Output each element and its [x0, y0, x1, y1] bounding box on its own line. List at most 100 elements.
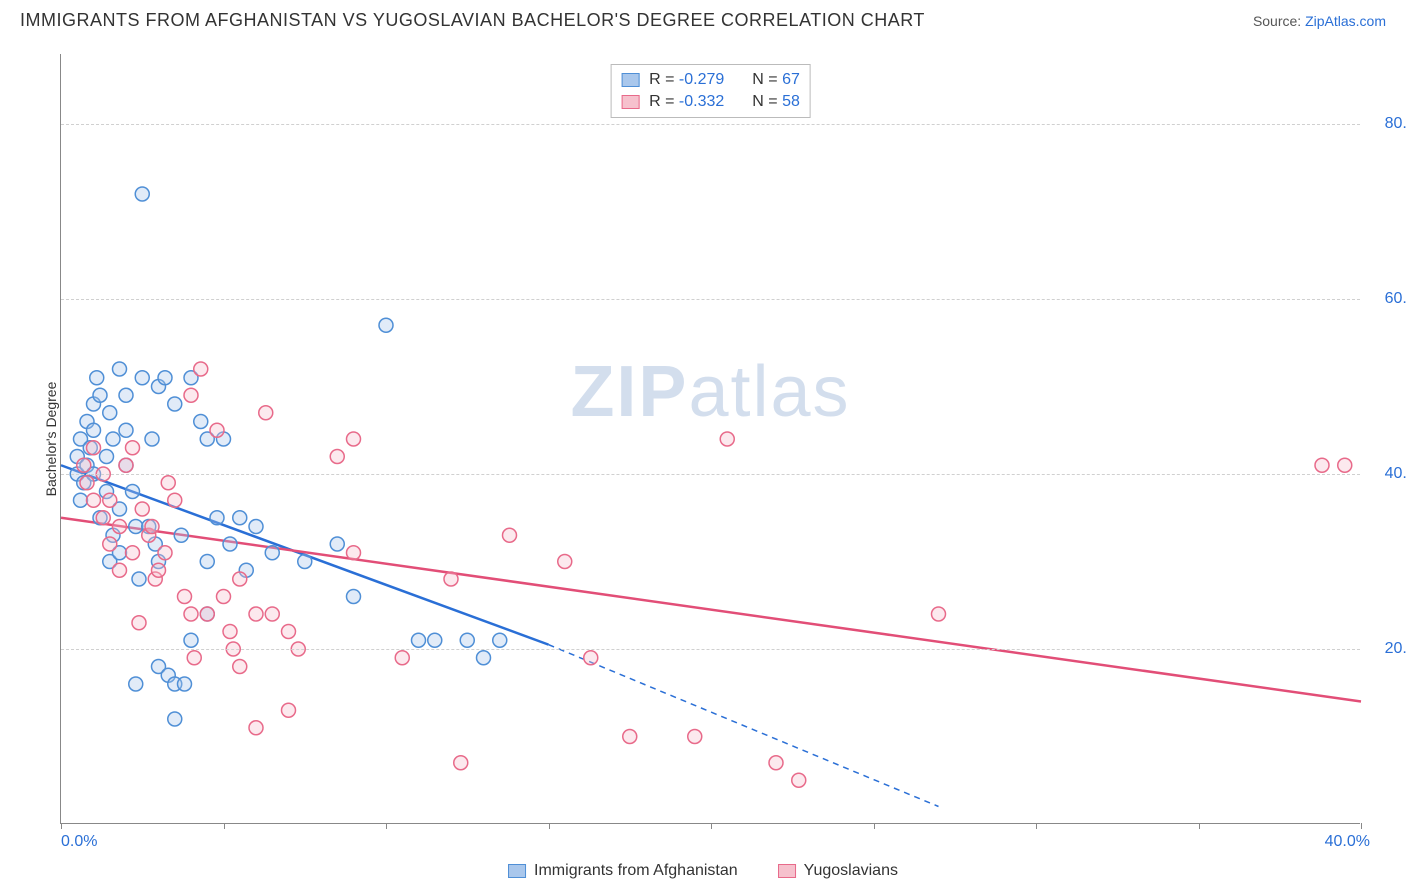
legend-series-label: Yugoslavians — [804, 862, 898, 880]
data-point-series-0 — [194, 415, 208, 429]
data-point-series-1 — [119, 458, 133, 472]
data-point-series-1 — [249, 721, 263, 735]
data-point-series-0 — [330, 537, 344, 551]
legend-stats: R = -0.279N = 67R = -0.332N = 58 — [610, 64, 811, 118]
data-point-series-1 — [200, 607, 214, 621]
data-point-series-0 — [168, 397, 182, 411]
source-link[interactable]: ZipAtlas.com — [1305, 13, 1386, 29]
data-point-series-1 — [126, 441, 140, 455]
x-tick — [61, 823, 62, 829]
data-point-series-0 — [106, 432, 120, 446]
data-point-series-1 — [720, 432, 734, 446]
y-axis-label: Bachelor's Degree — [43, 381, 59, 496]
data-point-series-1 — [80, 476, 94, 490]
data-point-series-0 — [347, 590, 361, 604]
regression-line-ext-0 — [549, 645, 939, 807]
data-point-series-1 — [168, 493, 182, 507]
legend-swatch — [621, 73, 639, 87]
x-tick — [224, 823, 225, 829]
data-point-series-1 — [347, 432, 361, 446]
data-point-series-1 — [259, 406, 273, 420]
legend-swatch — [508, 864, 526, 878]
data-point-series-1 — [265, 607, 279, 621]
data-point-series-1 — [223, 625, 237, 639]
gridline-h — [61, 649, 1360, 650]
legend-series: Immigrants from Afghanistan Yugoslavians — [508, 862, 898, 880]
data-point-series-0 — [100, 450, 114, 464]
data-point-series-0 — [90, 371, 104, 385]
x-tick — [1361, 823, 1362, 829]
data-point-series-0 — [379, 318, 393, 332]
legend-series-item: Immigrants from Afghanistan — [508, 862, 738, 880]
data-point-series-0 — [135, 371, 149, 385]
y-tick-label: 60.0% — [1370, 290, 1406, 308]
chart-container: Bachelor's Degree ZIPatlas R = -0.279N =… — [20, 44, 1386, 884]
data-point-series-0 — [103, 406, 117, 420]
data-point-series-0 — [174, 528, 188, 542]
data-point-series-0 — [233, 511, 247, 525]
data-point-series-0 — [158, 371, 172, 385]
legend-n-label: N = 67 — [752, 69, 800, 91]
data-point-series-1 — [194, 362, 208, 376]
data-point-series-1 — [623, 730, 637, 744]
legend-series-item: Yugoslavians — [778, 862, 898, 880]
chart-title: IMMIGRANTS FROM AFGHANISTAN VS YUGOSLAVI… — [20, 10, 925, 31]
data-point-series-0 — [145, 432, 159, 446]
data-point-series-1 — [87, 441, 101, 455]
x-tick — [711, 823, 712, 829]
data-point-series-0 — [113, 362, 127, 376]
data-point-series-1 — [152, 563, 166, 577]
data-point-series-0 — [129, 677, 143, 691]
data-point-series-1 — [184, 388, 198, 402]
data-point-series-0 — [129, 520, 143, 534]
x-tick — [874, 823, 875, 829]
data-point-series-1 — [688, 730, 702, 744]
data-point-series-0 — [412, 633, 426, 647]
data-point-series-1 — [132, 616, 146, 630]
data-point-series-0 — [168, 712, 182, 726]
data-point-series-1 — [178, 590, 192, 604]
data-point-series-1 — [210, 423, 224, 437]
source-prefix: Source: — [1253, 13, 1305, 29]
data-point-series-0 — [223, 537, 237, 551]
data-point-series-1 — [158, 546, 172, 560]
data-point-series-1 — [282, 703, 296, 717]
data-point-series-1 — [96, 511, 110, 525]
data-point-series-0 — [460, 633, 474, 647]
x-tick — [1199, 823, 1200, 829]
y-tick-label: 40.0% — [1370, 465, 1406, 483]
data-point-series-1 — [1338, 458, 1352, 472]
legend-swatch — [778, 864, 796, 878]
data-point-series-1 — [233, 572, 247, 586]
plot-area: Bachelor's Degree ZIPatlas R = -0.279N =… — [60, 54, 1360, 824]
legend-stat-row: R = -0.279N = 67 — [621, 69, 800, 91]
data-point-series-1 — [503, 528, 517, 542]
data-point-series-1 — [184, 607, 198, 621]
data-point-series-0 — [126, 485, 140, 499]
data-point-series-0 — [265, 546, 279, 560]
data-point-series-1 — [145, 520, 159, 534]
x-tick-label: 40.0% — [1325, 833, 1370, 851]
data-point-series-0 — [178, 677, 192, 691]
data-point-series-0 — [249, 520, 263, 534]
data-point-series-0 — [184, 633, 198, 647]
data-point-series-1 — [113, 520, 127, 534]
data-point-series-1 — [249, 607, 263, 621]
data-point-series-1 — [347, 546, 361, 560]
data-point-series-1 — [282, 625, 296, 639]
data-point-series-1 — [87, 493, 101, 507]
data-point-series-1 — [103, 493, 117, 507]
data-point-series-1 — [77, 458, 91, 472]
data-point-series-0 — [428, 633, 442, 647]
data-point-series-1 — [161, 476, 175, 490]
gridline-h — [61, 124, 1360, 125]
data-point-series-1 — [932, 607, 946, 621]
data-point-series-1 — [584, 651, 598, 665]
data-point-series-1 — [187, 651, 201, 665]
data-point-series-0 — [119, 423, 133, 437]
data-point-series-1 — [233, 660, 247, 674]
data-point-series-1 — [113, 563, 127, 577]
data-point-series-1 — [126, 546, 140, 560]
data-point-series-1 — [792, 773, 806, 787]
data-point-series-1 — [330, 450, 344, 464]
